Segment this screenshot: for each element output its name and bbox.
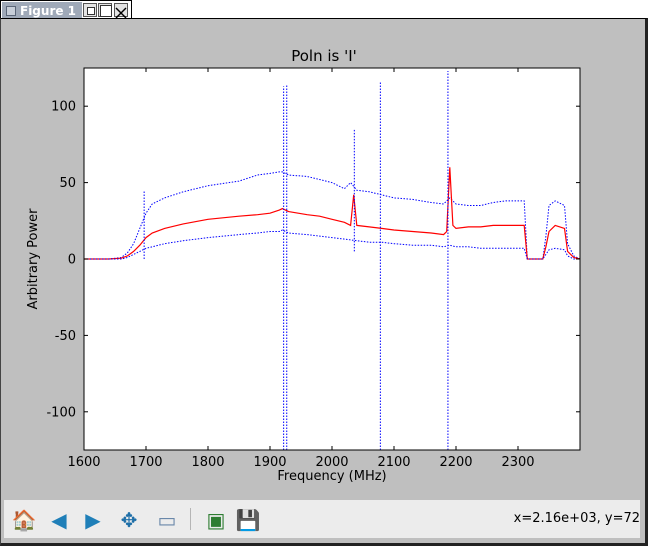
y-axis-label: Arbitrary Power [26,208,41,310]
pan-button[interactable]: ✥ [115,506,143,534]
y-tick-label: 50 [59,176,76,191]
zoom-icon: ▭ [157,508,177,532]
x-tick-label: 1800 [191,455,224,470]
home-icon: 🏠 [11,508,37,532]
minimize-button[interactable] [83,3,97,17]
back-button[interactable]: ◀ [45,506,73,534]
zoom-button[interactable]: ▭ [153,506,181,534]
save-button[interactable]: 💾 [234,506,262,534]
x-tick-label: 2200 [439,455,472,470]
x-tick-label: 1900 [253,455,286,470]
series-line-3 [84,229,580,260]
back-icon: ◀ [51,508,67,532]
x-tick-label: 2000 [315,455,348,470]
x-tick-label: 2100 [377,455,410,470]
subplots-icon: ▣ [206,508,226,532]
x-tick-label: 2300 [501,455,534,470]
subplots-button[interactable]: ▣ [202,506,230,534]
y-tick-label: 100 [51,100,76,115]
forward-icon: ▶ [85,508,101,532]
y-tick-label: -100 [46,405,76,420]
plot-title: Poln is 'I' [291,47,357,65]
title-tab: Figure 1 [2,2,82,18]
close-icon [115,7,127,19]
save-icon: 💾 [235,508,261,532]
x-tick-label: 1700 [129,455,162,470]
forward-button[interactable]: ▶ [79,506,107,534]
home-button[interactable]: 🏠 [10,506,38,534]
plot-area [84,68,580,450]
window-menu-icon[interactable] [6,6,16,16]
close-button[interactable] [114,3,128,19]
toolbar-separator [190,508,191,530]
y-tick-label: -50 [55,329,76,344]
maximize-button[interactable] [98,3,112,17]
navigation-toolbar: 🏠 ◀ ▶ ✥ ▭ ▣ 💾 x=2.16e+03, y=72 [4,500,640,538]
chart[interactable]: 1600 1700 1800 1900 2000 2100 2200 2300 100 50 0 -5… [0,0,648,500]
y-tick-label: 0 [68,253,76,268]
x-axis-label: Frequency (MHz) [277,469,386,484]
window-title: Figure 1 [20,4,77,18]
pan-icon: ✥ [120,508,138,532]
window-titlebar[interactable]: Figure 1 [0,0,132,19]
x-tick-label: 1600 [67,455,100,470]
cursor-coordinates: x=2.16e+03, y=72 [513,511,640,526]
